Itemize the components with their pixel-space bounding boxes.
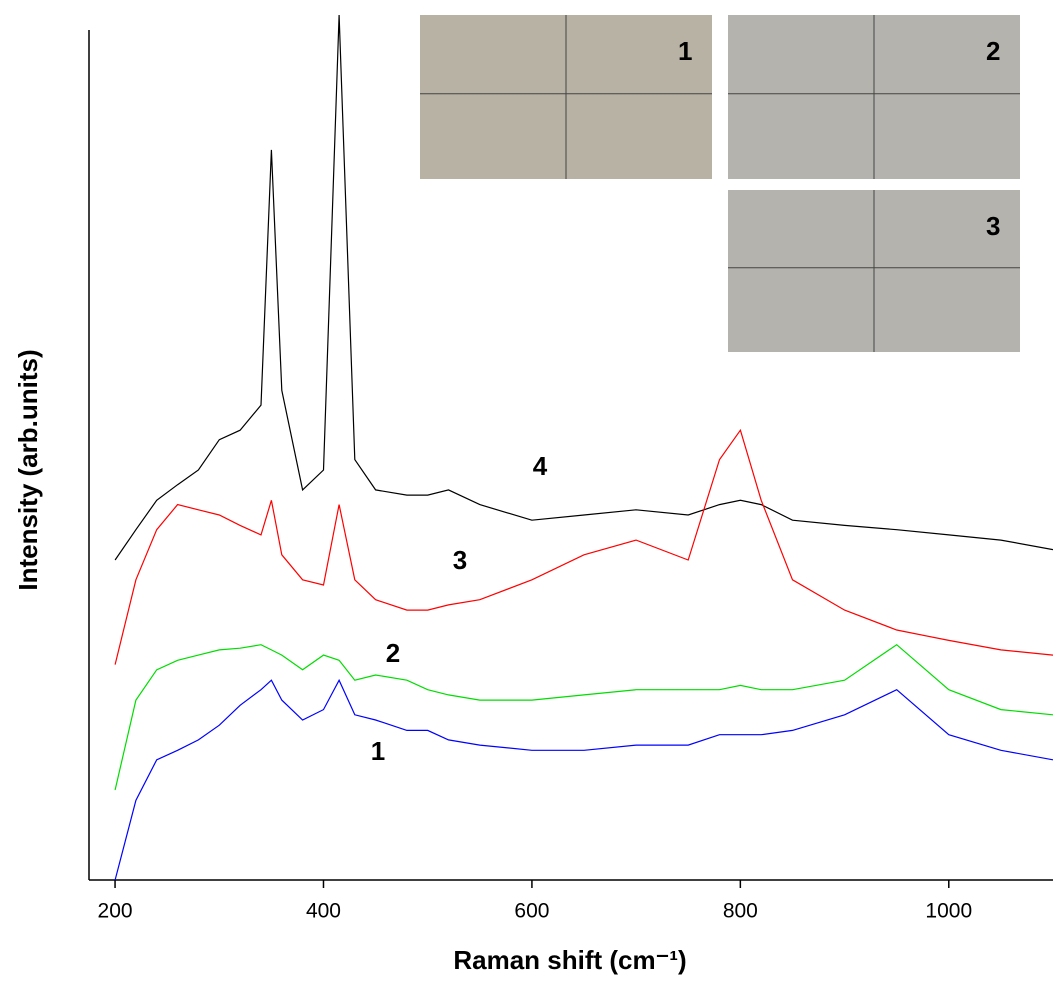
y-axis-title: Intensity (arb.units) [13,349,43,590]
series-label: 4 [533,451,548,481]
series-label: 2 [386,638,400,668]
series-label: 3 [453,545,467,575]
series-label: 1 [371,736,385,766]
inset-label: 2 [986,36,1000,66]
x-tick-label: 1000 [925,900,972,923]
x-tick-label: 800 [723,900,758,923]
series-line [114,428,1053,665]
series-line [114,14,1053,561]
inset-label: 1 [678,36,692,66]
x-tick-label: 200 [98,900,133,923]
x-tick-label: 400 [306,900,341,923]
inset-label: 3 [986,211,1000,241]
x-tick-label: 600 [514,900,549,923]
x-axis-title: Raman shift (cm⁻¹) [453,945,686,975]
series-line [114,678,1053,881]
series-line [114,643,1053,791]
